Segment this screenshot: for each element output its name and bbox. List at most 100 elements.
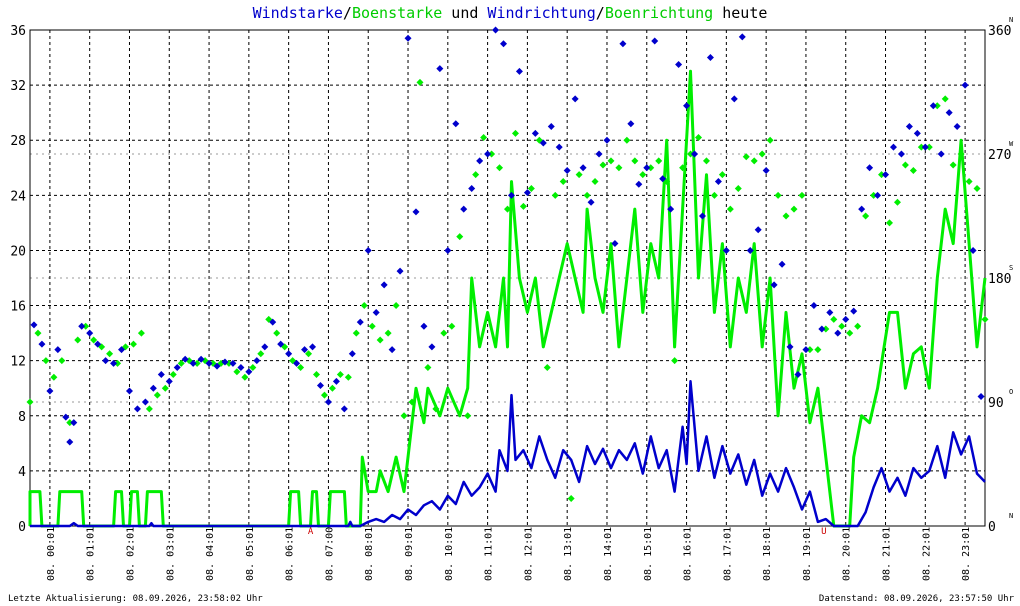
- direction-point-windrichtung: [468, 184, 476, 192]
- direction-point-windrichtung: [531, 129, 539, 137]
- direction-point-windrichtung: [94, 340, 102, 348]
- direction-point-boenrichtung: [169, 370, 177, 378]
- direction-point-boenrichtung: [766, 136, 774, 144]
- direction-point-boenrichtung: [925, 143, 933, 151]
- direction-point-boenrichtung: [631, 157, 639, 165]
- direction-point-windrichtung: [953, 122, 961, 130]
- direction-point-boenrichtung: [328, 384, 336, 392]
- direction-point-boenrichtung: [448, 322, 456, 330]
- direction-point-boenrichtung: [320, 391, 328, 399]
- direction-point-windrichtung: [245, 368, 253, 376]
- direction-point-windrichtung: [125, 387, 133, 395]
- direction-point-boenrichtung: [798, 191, 806, 199]
- direction-point-windrichtung: [324, 398, 332, 406]
- direction-point-windrichtung: [380, 281, 388, 289]
- x-tick-label: 08. 13:01: [563, 527, 574, 581]
- x-tick-label: 08. 21:01: [882, 527, 893, 581]
- direction-point-windrichtung: [372, 308, 380, 316]
- direction-point-windrichtung: [667, 205, 675, 213]
- direction-point-windrichtung: [746, 246, 754, 254]
- x-tick-label: 08. 15:01: [643, 527, 654, 581]
- direction-point-boenrichtung: [145, 405, 153, 413]
- direction-point-windrichtung: [364, 246, 372, 254]
- direction-point-boenrichtung: [82, 322, 90, 330]
- direction-point-boenrichtung: [400, 412, 408, 420]
- last-update-text: Letzte Aktualisierung: 08.09.2026, 23:58…: [8, 594, 263, 604]
- direction-point-boenrichtung: [440, 329, 448, 337]
- x-tick-label: 08. 22:01: [921, 527, 932, 581]
- direction-point-windrichtung: [428, 343, 436, 351]
- direction-point-boenrichtung: [233, 368, 241, 376]
- x-tick-label: 08. 10:01: [444, 527, 455, 581]
- direction-point-boenrichtung: [607, 157, 615, 165]
- direction-point-windrichtung: [675, 60, 683, 68]
- direction-point-boenrichtung: [615, 164, 623, 172]
- direction-point-windrichtung: [635, 180, 643, 188]
- direction-point-boenrichtung: [480, 133, 488, 141]
- direction-point-windrichtung: [404, 34, 412, 42]
- direction-point-boenrichtung: [591, 178, 599, 186]
- direction-point-windrichtung: [110, 359, 118, 367]
- direction-point-windrichtung: [921, 143, 929, 151]
- direction-point-windrichtung: [595, 150, 603, 158]
- x-tick-label: 08. 08:01: [364, 527, 375, 581]
- direction-point-windrichtung: [285, 350, 293, 358]
- direction-point-windrichtung: [165, 377, 173, 385]
- direction-point-boenrichtung: [519, 202, 527, 210]
- direction-point-boenrichtung: [90, 336, 98, 344]
- direction-point-windrichtung: [102, 357, 110, 365]
- x-tick-label: 08. 03:01: [165, 527, 176, 581]
- direction-point-boenrichtung: [639, 171, 647, 179]
- direction-point-windrichtung: [706, 54, 714, 62]
- direction-point-windrichtung: [301, 346, 309, 354]
- direction-point-boenrichtung: [599, 161, 607, 169]
- direction-point-windrichtung: [62, 413, 70, 421]
- x-tick-label: 08. 00:01: [46, 527, 57, 581]
- sun-marker-label: A: [308, 527, 314, 537]
- direction-point-boenrichtung: [527, 184, 535, 192]
- direction-point-windrichtung: [778, 260, 786, 268]
- direction-point-windrichtung: [277, 340, 285, 348]
- x-tick-label: 08. 12:01: [523, 527, 534, 581]
- direction-point-windrichtung: [866, 164, 874, 172]
- direction-point-boenrichtung: [583, 191, 591, 199]
- chart-title: Windstarke/Boenstarke und Windrichtung/B…: [0, 4, 1020, 22]
- direction-point-windrichtung: [730, 95, 738, 103]
- direction-point-boenrichtung: [758, 150, 766, 158]
- direction-point-boenrichtung: [718, 171, 726, 179]
- direction-point-windrichtung: [969, 246, 977, 254]
- direction-point-boenrichtung: [710, 191, 718, 199]
- x-tick-label: 08. 23:01: [961, 527, 972, 581]
- direction-point-boenrichtung: [496, 164, 504, 172]
- direction-point-windrichtung: [396, 267, 404, 275]
- direction-point-windrichtung: [38, 340, 46, 348]
- direction-point-boenrichtung: [567, 494, 575, 502]
- direction-point-boenrichtung: [257, 350, 265, 358]
- y-tick-label: 12: [10, 355, 26, 370]
- direction-point-windrichtung: [762, 167, 770, 175]
- direction-point-boenrichtung: [830, 315, 838, 323]
- direction-point-windrichtung: [261, 343, 269, 351]
- direction-point-windrichtung: [913, 129, 921, 137]
- title-und: und: [442, 4, 488, 22]
- direction-point-boenrichtung: [464, 412, 472, 420]
- direction-point-boenrichtung: [575, 171, 583, 179]
- direction-point-windrichtung: [547, 122, 555, 130]
- direction-point-boenrichtung: [941, 95, 949, 103]
- direction-point-boenrichtung: [559, 178, 567, 186]
- y-tick-label: 0: [18, 520, 26, 535]
- direction-point-boenrichtung: [416, 78, 424, 86]
- title-boenstarke: Boenstarke: [351, 4, 443, 22]
- direction-point-windrichtung: [539, 139, 547, 147]
- direction-point-boenrichtung: [488, 150, 496, 158]
- direction-point-windrichtung: [30, 321, 38, 329]
- direction-point-windrichtung: [555, 143, 563, 151]
- direction-point-windrichtung: [500, 40, 508, 48]
- direction-point-windrichtung: [476, 157, 484, 165]
- x-tick-label: 08. 01:01: [86, 527, 97, 581]
- direction-point-windrichtung: [316, 381, 324, 389]
- direction-point-windrichtung: [181, 355, 189, 363]
- direction-point-windrichtung: [770, 281, 778, 289]
- direction-point-windrichtung: [66, 438, 74, 446]
- x-tick-label: 08. 11:01: [484, 527, 495, 581]
